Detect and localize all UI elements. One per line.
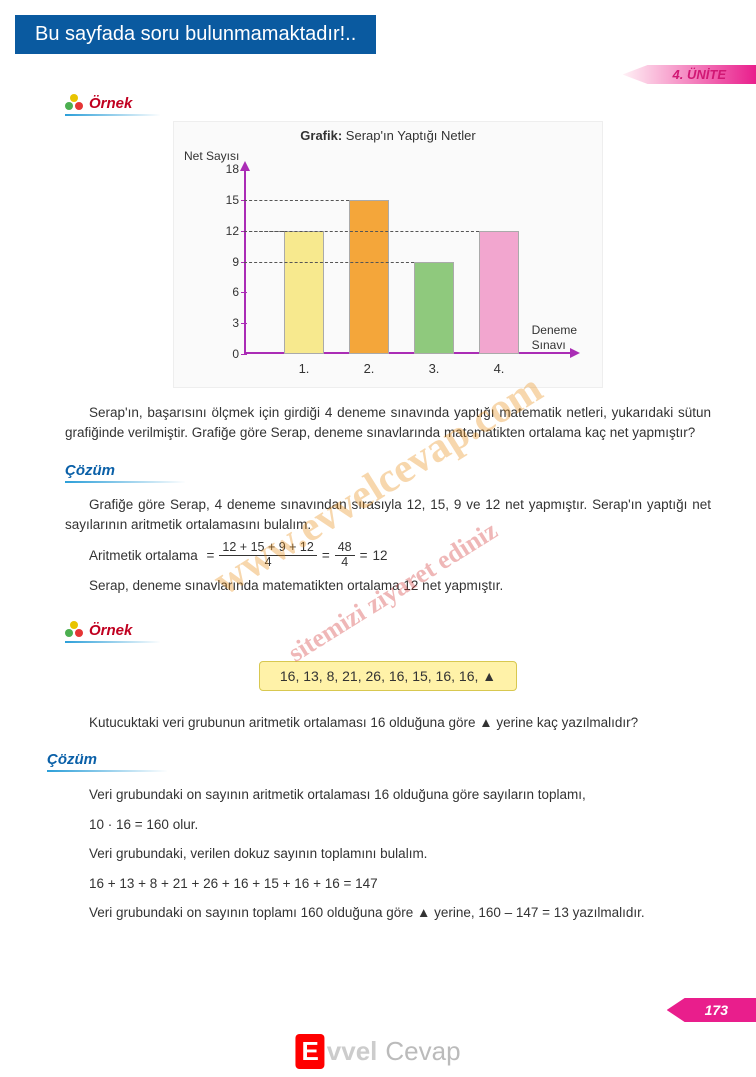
ytick-label: 12 xyxy=(214,224,239,238)
ytick-label: 6 xyxy=(214,285,239,299)
chart-plot-area: Deneme Sınavı 03691215181.2.3.4. xyxy=(244,169,572,354)
chart-guide-line xyxy=(244,200,349,201)
logo-e: E xyxy=(295,1034,324,1069)
chart-bar xyxy=(414,262,454,355)
ytick-label: 3 xyxy=(214,316,239,330)
example2-problem: Kutucuktaki veri grubunun aritmetik orta… xyxy=(89,713,711,733)
ex2-sol-4: 16 + 13 + 8 + 21 + 26 + 16 + 15 + 16 + 1… xyxy=(89,873,711,895)
ex2-sol-3: Veri grubundaki, verilen dokuz sayının t… xyxy=(89,843,711,865)
math-result: 12 xyxy=(373,548,388,563)
chart-guide-line xyxy=(244,262,414,263)
example1-math: Aritmetik ortalama = 12 + 15 + 9 + 12 4 … xyxy=(89,541,711,570)
x-label-1: Deneme xyxy=(532,323,577,337)
ornek-heading-2: Örnek xyxy=(65,621,160,643)
page-content: Örnek Grafik: Serap'ın Yaptığı Netler Ne… xyxy=(0,54,756,924)
xtick-label: 3. xyxy=(414,361,454,376)
fraction-1: 12 + 15 + 9 + 12 4 xyxy=(219,541,316,570)
x-axis-label: Deneme Sınavı xyxy=(532,323,577,352)
logo-cevap: Cevap xyxy=(385,1036,460,1067)
ytick-mark xyxy=(241,323,247,324)
unit-tag: 4. ÜNİTE xyxy=(623,65,756,84)
chart-title-rest: Serap'ın Yaptığı Netler xyxy=(342,128,476,143)
page-number: 173 xyxy=(667,998,756,1022)
chart-title-bold: Grafik: xyxy=(300,128,342,143)
ornek-heading-1: Örnek xyxy=(65,94,160,116)
ornek-text: Örnek xyxy=(89,95,132,112)
frac2-den: 4 xyxy=(335,556,355,570)
example1-solution-p1: Grafiğe göre Serap, 4 deneme sınavından … xyxy=(65,495,711,536)
math-label: Aritmetik ortalama xyxy=(89,548,198,563)
ytick-mark xyxy=(241,292,247,293)
example2-box-wrap: 16, 13, 8, 21, 26, 16, 15, 16, 16, ▲ xyxy=(65,653,711,699)
chart-guide-line xyxy=(244,231,479,232)
bar-chart: Net Sayısı Deneme Sınavı 03691215181.2.3… xyxy=(184,149,592,379)
ytick-label: 9 xyxy=(214,255,239,269)
flower-icon xyxy=(65,94,83,112)
y-axis-label: Net Sayısı xyxy=(184,149,239,163)
xtick-label: 1. xyxy=(284,361,324,376)
ex2-sol-5: Veri grubundaki on sayının toplamı 160 o… xyxy=(89,902,711,924)
chart-title: Grafik: Serap'ın Yaptığı Netler xyxy=(184,128,592,143)
ex2-sol-2: 10 · 16 = 160 olur. xyxy=(89,814,711,836)
footer-logo: EvvelCevap xyxy=(295,1034,460,1069)
example1-problem: Serap'ın, başarısını ölçmek için girdiği… xyxy=(65,403,711,444)
unit-tag-text: 4. ÜNİTE xyxy=(673,67,731,82)
frac1-den: 4 xyxy=(219,556,316,570)
flower-icon xyxy=(65,621,83,639)
chart-bar xyxy=(479,231,519,354)
ex2-sol-1: Veri grubundaki on sayının aritmetik ort… xyxy=(89,784,711,806)
ytick-label: 15 xyxy=(214,193,239,207)
top-banner: Bu sayfada soru bulunmamaktadır!.. xyxy=(15,15,376,54)
chart-bar xyxy=(284,231,324,354)
cozum-heading-1: Çözüm xyxy=(65,462,185,483)
example1-conclusion: Serap, deneme sınavlarında matematikten … xyxy=(89,576,711,596)
ytick-mark xyxy=(241,354,247,355)
frac1-num: 12 + 15 + 9 + 12 xyxy=(219,541,316,556)
fraction-2: 48 4 xyxy=(335,541,355,570)
frac2-num: 48 xyxy=(335,541,355,556)
ytick-mark xyxy=(241,169,247,170)
xtick-label: 2. xyxy=(349,361,389,376)
chart-container: Grafik: Serap'ın Yaptığı Netler Net Sayı… xyxy=(173,121,603,388)
logo-vvel: vvel xyxy=(327,1036,378,1067)
cozum-heading-2: Çözüm xyxy=(47,751,167,772)
x-label-2: Sınavı xyxy=(532,338,566,352)
xtick-label: 4. xyxy=(479,361,519,376)
data-box: 16, 13, 8, 21, 26, 16, 15, 16, 16, ▲ xyxy=(259,661,517,691)
chart-bar xyxy=(349,200,389,354)
ornek-text-2: Örnek xyxy=(89,622,132,639)
ytick-label: 18 xyxy=(214,162,239,176)
ytick-label: 0 xyxy=(214,347,239,361)
